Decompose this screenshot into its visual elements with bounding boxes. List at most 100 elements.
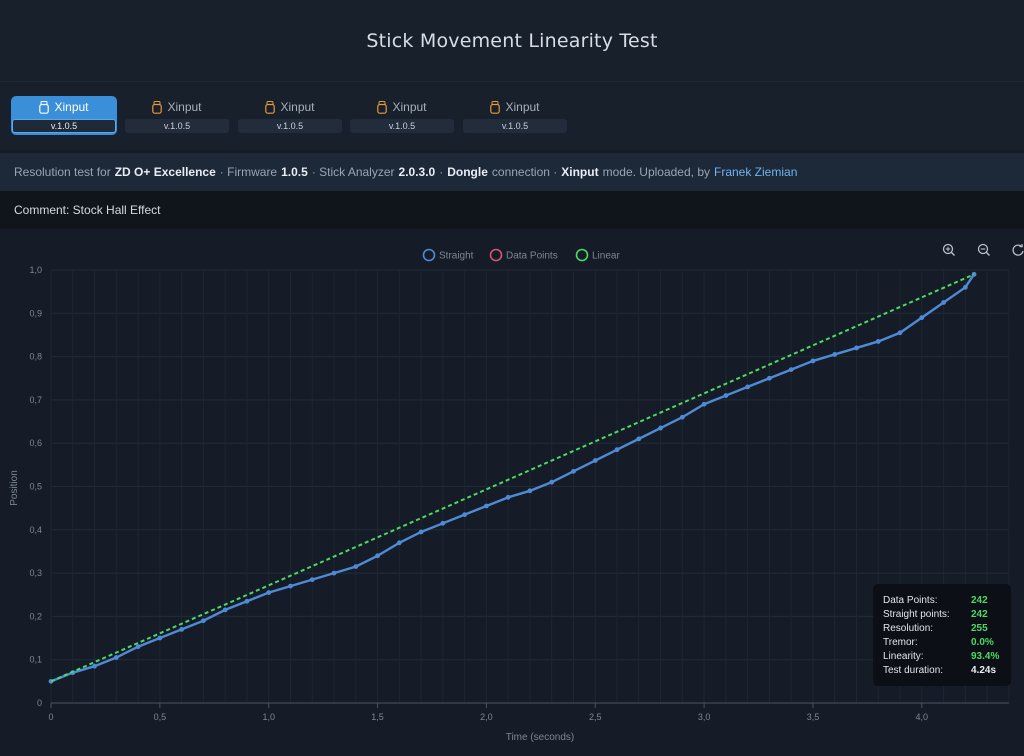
page-header: Stick Movement Linearity Test — [0, 0, 1024, 82]
y-tick-label: 0,6 — [29, 438, 42, 448]
tab-version: v.1.0.5 — [238, 119, 342, 133]
y-axis-label: Position — [9, 470, 20, 506]
x-tick-label: 1,5 — [371, 712, 384, 722]
stat-value: 242 — [971, 594, 988, 606]
stat-value: 255 — [971, 622, 988, 634]
y-tick-label: 0,8 — [29, 352, 42, 362]
author-link[interactable]: Franek Ziemian — [714, 165, 798, 179]
zoom-out-icon[interactable] — [977, 243, 990, 256]
stat-label: Data Points: — [883, 594, 938, 606]
data-point — [875, 339, 881, 344]
data-point — [440, 520, 446, 526]
info-device: ZD O+ Excellence — [114, 165, 216, 179]
linearity-chart: 0 0,1 0,2 0,3 0,4 0,5 0,6 0,7 0,8 0,9 1,0 0 0,5 1,0 1,… — [0, 229, 1024, 756]
y-tick-label: 0,5 — [29, 482, 42, 492]
x-tick-label: 0 — [48, 712, 53, 722]
series-line-straight — [50, 273, 976, 683]
data-point — [375, 553, 380, 559]
legend-label: Data Points — [506, 251, 558, 262]
data-point — [505, 494, 511, 500]
data-point — [92, 663, 97, 669]
stat-row: Straight points: 242 — [883, 607, 1001, 621]
tab-xinput-5[interactable]: Xinput v.1.0.5 — [462, 96, 568, 135]
legend-label: Linear — [592, 251, 620, 262]
stat-value: 93.4% — [971, 650, 1000, 662]
page-title: Stick Movement Linearity Test — [366, 29, 658, 52]
data-point — [396, 540, 402, 546]
tab-xinput-2[interactable]: Xinput v.1.0.5 — [124, 96, 230, 135]
tab-xinput-1[interactable]: Xinput v.1.0.5 — [11, 96, 117, 135]
tab-version: v.1.0.5 — [12, 119, 116, 133]
info-prefix: Resolution test for — [14, 165, 111, 179]
data-point — [788, 367, 794, 372]
data-point — [962, 284, 968, 290]
stat-row: Data Points: 242 — [883, 593, 1001, 607]
data-point — [767, 375, 772, 381]
tab-label: Xinput — [505, 100, 540, 114]
data-point — [244, 598, 250, 604]
legend-marker — [575, 248, 589, 262]
legend-marker — [489, 248, 503, 262]
stat-row: Linearity: 93.4% — [883, 649, 1001, 663]
data-point — [832, 352, 838, 357]
x-tick-label: 3,0 — [698, 712, 711, 722]
info-analyzer-label: · Stick Analyzer — [311, 165, 395, 179]
data-point — [179, 626, 185, 632]
stat-value: 242 — [971, 608, 988, 620]
y-tick-label: 0,4 — [29, 525, 42, 535]
info-connection: Dongle — [447, 165, 488, 179]
legend-item: Data Points — [489, 248, 558, 262]
data-point — [723, 393, 729, 398]
controller-icon — [152, 100, 163, 114]
data-point — [288, 583, 293, 589]
stats-panel: Data Points: 242 Straight points: 242 Reso… — [873, 584, 1011, 686]
tab-label: Xinput — [54, 100, 89, 114]
test-tabs: Xinput v.1.0.5 Xinput v.1.0.5 Xinput v.1… — [0, 82, 1024, 150]
legend-label: Straight — [439, 251, 474, 262]
tab-xinput-4[interactable]: Xinput v.1.0.5 — [349, 96, 455, 135]
data-point — [266, 590, 272, 595]
data-point — [484, 503, 489, 509]
tab-version: v.1.0.5 — [463, 119, 567, 133]
stat-row: Test duration: 4.24s — [883, 663, 1001, 677]
stat-label: Test duration: — [883, 664, 944, 676]
data-point — [701, 401, 707, 407]
comment-bar: Comment: Stock Hall Effect — [0, 191, 1024, 229]
chart-series — [48, 271, 977, 684]
data-point — [592, 458, 598, 463]
data-point — [658, 425, 663, 431]
data-point — [810, 358, 816, 364]
data-point — [679, 414, 685, 420]
zoom-in-icon[interactable] — [942, 243, 955, 256]
tab-xinput-3[interactable]: Xinput v.1.0.5 — [237, 96, 343, 135]
y-tick-label: 0,3 — [29, 568, 42, 578]
series-line-linear — [50, 273, 975, 683]
stat-label: Linearity: — [883, 650, 924, 662]
data-point — [462, 512, 468, 518]
data-point — [353, 564, 359, 570]
legend-item: Linear — [575, 248, 620, 262]
y-tick-label: 0,1 — [29, 655, 42, 665]
tab-label: Xinput — [280, 100, 315, 114]
data-point — [614, 447, 620, 453]
tab-label: Xinput — [167, 100, 202, 114]
controller-icon — [490, 100, 501, 114]
data-point — [897, 330, 903, 336]
x-tick-label: 3,5 — [807, 712, 820, 722]
data-point — [745, 384, 751, 390]
x-tick-label: 2,0 — [480, 712, 493, 722]
legend-item: Straight — [422, 248, 474, 262]
chart-ticks: 0 0,1 0,2 0,3 0,4 0,5 0,6 0,7 0,8 0,9 1,0 0 0,5 1,0 1,… — [29, 265, 928, 722]
controller-icon — [265, 100, 276, 114]
chart-legend: Straight Data Points Linear — [422, 248, 620, 262]
comment-text: Comment: Stock Hall Effect — [14, 203, 161, 217]
data-point — [854, 345, 859, 351]
y-tick-label: 0,9 — [29, 308, 42, 318]
stat-label: Tremor: — [883, 636, 918, 648]
x-tick-label: 0,5 — [154, 712, 167, 722]
reset-icon[interactable] — [1012, 243, 1024, 256]
stat-label: Resolution: — [883, 622, 934, 634]
y-tick-label: 0,2 — [29, 611, 42, 621]
x-tick-label: 1,0 — [262, 712, 275, 722]
x-tick-label: 2,5 — [589, 712, 602, 722]
